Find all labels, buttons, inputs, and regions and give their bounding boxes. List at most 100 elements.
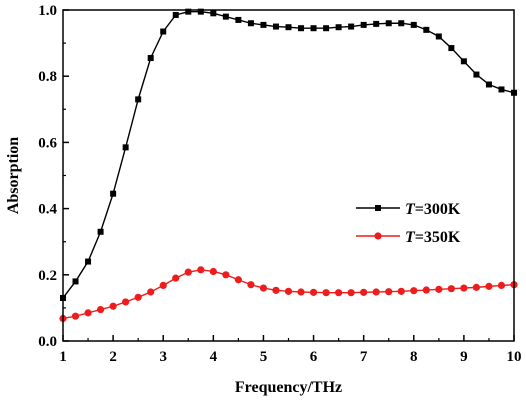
x-tick-label: 10 bbox=[507, 349, 522, 365]
data-point bbox=[322, 289, 330, 297]
data-point bbox=[335, 289, 343, 297]
y-tick-label: 0.6 bbox=[38, 135, 57, 151]
data-point bbox=[210, 10, 217, 17]
data-point bbox=[347, 289, 355, 297]
x-tick-label: 6 bbox=[310, 349, 318, 365]
data-point bbox=[259, 284, 268, 292]
data-point bbox=[284, 287, 293, 295]
data-point bbox=[71, 312, 80, 320]
y-axis-title: Absorption bbox=[5, 137, 22, 214]
data-point bbox=[297, 288, 305, 296]
x-axis-title: Frequency/THz bbox=[235, 379, 342, 396]
data-point bbox=[448, 45, 455, 52]
data-point bbox=[147, 288, 155, 296]
legend: T=300K T=350K bbox=[356, 201, 461, 246]
ticks-layer: 1 2 3 4 5 6 7 8 9 10 0.0 0.2 0.4 0.6 0.8 1.0 bbox=[38, 3, 521, 365]
data-point bbox=[310, 25, 317, 32]
x-tick-label: 1 bbox=[59, 349, 67, 365]
data-point bbox=[159, 281, 167, 289]
series-0 bbox=[60, 8, 517, 301]
data-point bbox=[397, 287, 405, 295]
data-point bbox=[285, 24, 292, 31]
legend-label: T=350K bbox=[405, 229, 461, 246]
x-tick-label: 5 bbox=[260, 349, 268, 365]
data-point bbox=[209, 267, 217, 276]
data-point bbox=[185, 8, 192, 15]
x-tick-label: 7 bbox=[360, 349, 368, 365]
x-tick-label: 9 bbox=[460, 349, 468, 365]
x-tick-label: 8 bbox=[410, 349, 418, 365]
data-point bbox=[423, 26, 430, 33]
data-point bbox=[435, 285, 443, 293]
legend-item: T=350K bbox=[356, 229, 461, 246]
data-point bbox=[72, 278, 79, 285]
data-point bbox=[348, 23, 355, 30]
data-point bbox=[247, 281, 255, 289]
data-point bbox=[323, 25, 330, 32]
data-point bbox=[460, 58, 467, 65]
data-point bbox=[235, 16, 242, 23]
data-point bbox=[385, 288, 393, 296]
data-point bbox=[96, 305, 105, 314]
data-point bbox=[160, 28, 167, 35]
data-point bbox=[109, 302, 117, 310]
data-point bbox=[422, 286, 430, 294]
data-point bbox=[472, 283, 481, 291]
data-point bbox=[373, 20, 380, 27]
series-layer bbox=[59, 8, 518, 323]
data-point bbox=[122, 144, 129, 151]
data-point bbox=[485, 81, 492, 88]
x-tick-label: 3 bbox=[159, 349, 167, 365]
legend-marker bbox=[375, 205, 381, 211]
y-tick-label: 0.0 bbox=[38, 334, 57, 350]
x-tick-label: 2 bbox=[109, 349, 117, 365]
data-point bbox=[134, 293, 142, 301]
data-point bbox=[272, 286, 280, 294]
data-point bbox=[360, 21, 367, 28]
x-tick-label: 4 bbox=[210, 349, 218, 365]
data-point bbox=[385, 20, 392, 27]
y-tick-label: 0.4 bbox=[38, 202, 57, 218]
data-point bbox=[372, 288, 380, 296]
data-point bbox=[335, 24, 342, 31]
data-point bbox=[360, 288, 368, 296]
data-point bbox=[298, 25, 305, 32]
data-point bbox=[147, 54, 154, 61]
data-point bbox=[122, 298, 130, 306]
y-tick-label: 0.8 bbox=[38, 69, 57, 85]
data-point bbox=[485, 282, 493, 290]
data-point bbox=[460, 284, 468, 292]
y-tick-label: 1.0 bbox=[38, 3, 57, 19]
data-point bbox=[222, 13, 229, 20]
y-tick-label: 0.2 bbox=[38, 268, 57, 284]
data-point bbox=[260, 21, 267, 28]
data-point bbox=[84, 309, 92, 317]
data-point bbox=[410, 287, 418, 295]
data-point bbox=[184, 268, 192, 276]
series-line bbox=[62, 10, 515, 299]
data-point bbox=[135, 96, 142, 103]
data-point bbox=[247, 20, 254, 27]
data-point bbox=[97, 228, 104, 235]
data-point bbox=[222, 271, 230, 279]
legend-label: T=300K bbox=[405, 201, 461, 218]
data-point bbox=[172, 11, 179, 18]
data-point bbox=[497, 281, 506, 289]
legend-marker bbox=[374, 232, 382, 240]
series-1 bbox=[59, 266, 518, 323]
data-point bbox=[172, 274, 180, 282]
data-point bbox=[309, 288, 318, 296]
data-point bbox=[197, 266, 205, 274]
data-point bbox=[447, 285, 455, 293]
data-point bbox=[410, 21, 417, 28]
data-point bbox=[234, 276, 242, 284]
data-point bbox=[197, 8, 204, 15]
data-point bbox=[435, 33, 442, 40]
data-point bbox=[398, 20, 405, 27]
data-point bbox=[85, 258, 92, 265]
data-point bbox=[473, 71, 480, 78]
data-point bbox=[110, 190, 117, 197]
data-point bbox=[272, 23, 279, 30]
data-point bbox=[498, 86, 505, 93]
